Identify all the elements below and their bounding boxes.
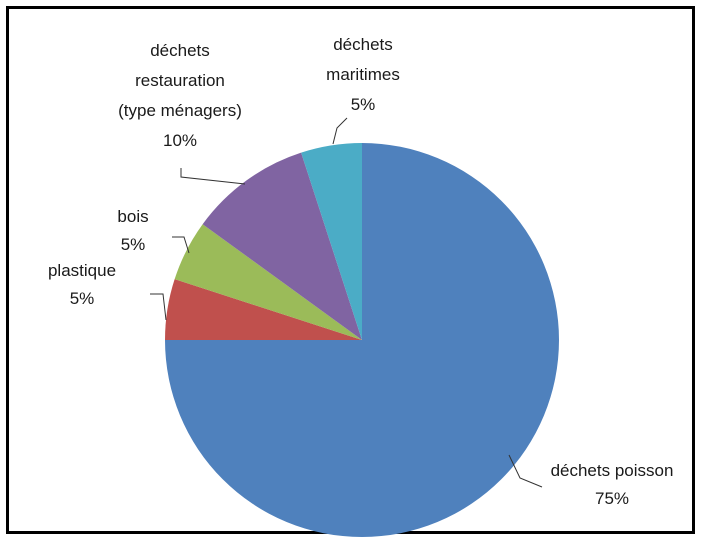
slice-label-2-line-1: 5% [121, 235, 146, 254]
slice-label-0-line-1: 75% [595, 489, 629, 508]
slice-label-2: bois 5% [117, 207, 148, 254]
leader-line-3 [180, 168, 246, 185]
pie-slice-3 [202, 152, 362, 340]
slice-label-0: déchets poisson 75% [551, 461, 674, 508]
slice-label-3-line-2: (type ménagers) [118, 101, 242, 120]
leader-lines [150, 117, 543, 488]
slice-labels: déchets poisson 75%plastique 5%bois 5%déche… [48, 35, 673, 508]
slice-label-4-line-0: déchets [333, 35, 393, 54]
slice-label-1-line-1: 5% [70, 289, 95, 308]
slice-label-3-line-0: déchets [150, 41, 210, 60]
pie-slices [165, 143, 559, 537]
slice-label-1: plastique 5% [48, 261, 116, 308]
slice-label-3: déchets restauration (type ménagers) 10% [118, 41, 242, 150]
slice-label-4: déchets maritimes 5% [326, 35, 400, 114]
pie-slice-1 [165, 279, 362, 340]
pie-slice-4 [301, 143, 362, 340]
slice-label-3-line-3: 10% [163, 131, 197, 150]
slice-label-1-line-0: plastique [48, 261, 116, 280]
leader-line-1 [150, 293, 167, 321]
leader-line-2 [172, 236, 190, 254]
slice-label-3-line-1: restauration [135, 71, 225, 90]
leader-line-4 [332, 117, 348, 145]
slice-label-4-line-1: maritimes [326, 65, 400, 84]
slice-label-2-line-0: bois [117, 207, 148, 226]
pie-slice-2 [174, 224, 362, 340]
slice-label-0-line-0: déchets poisson [551, 461, 674, 480]
leader-line-0 [508, 454, 543, 488]
slice-label-4-line-2: 5% [351, 95, 376, 114]
